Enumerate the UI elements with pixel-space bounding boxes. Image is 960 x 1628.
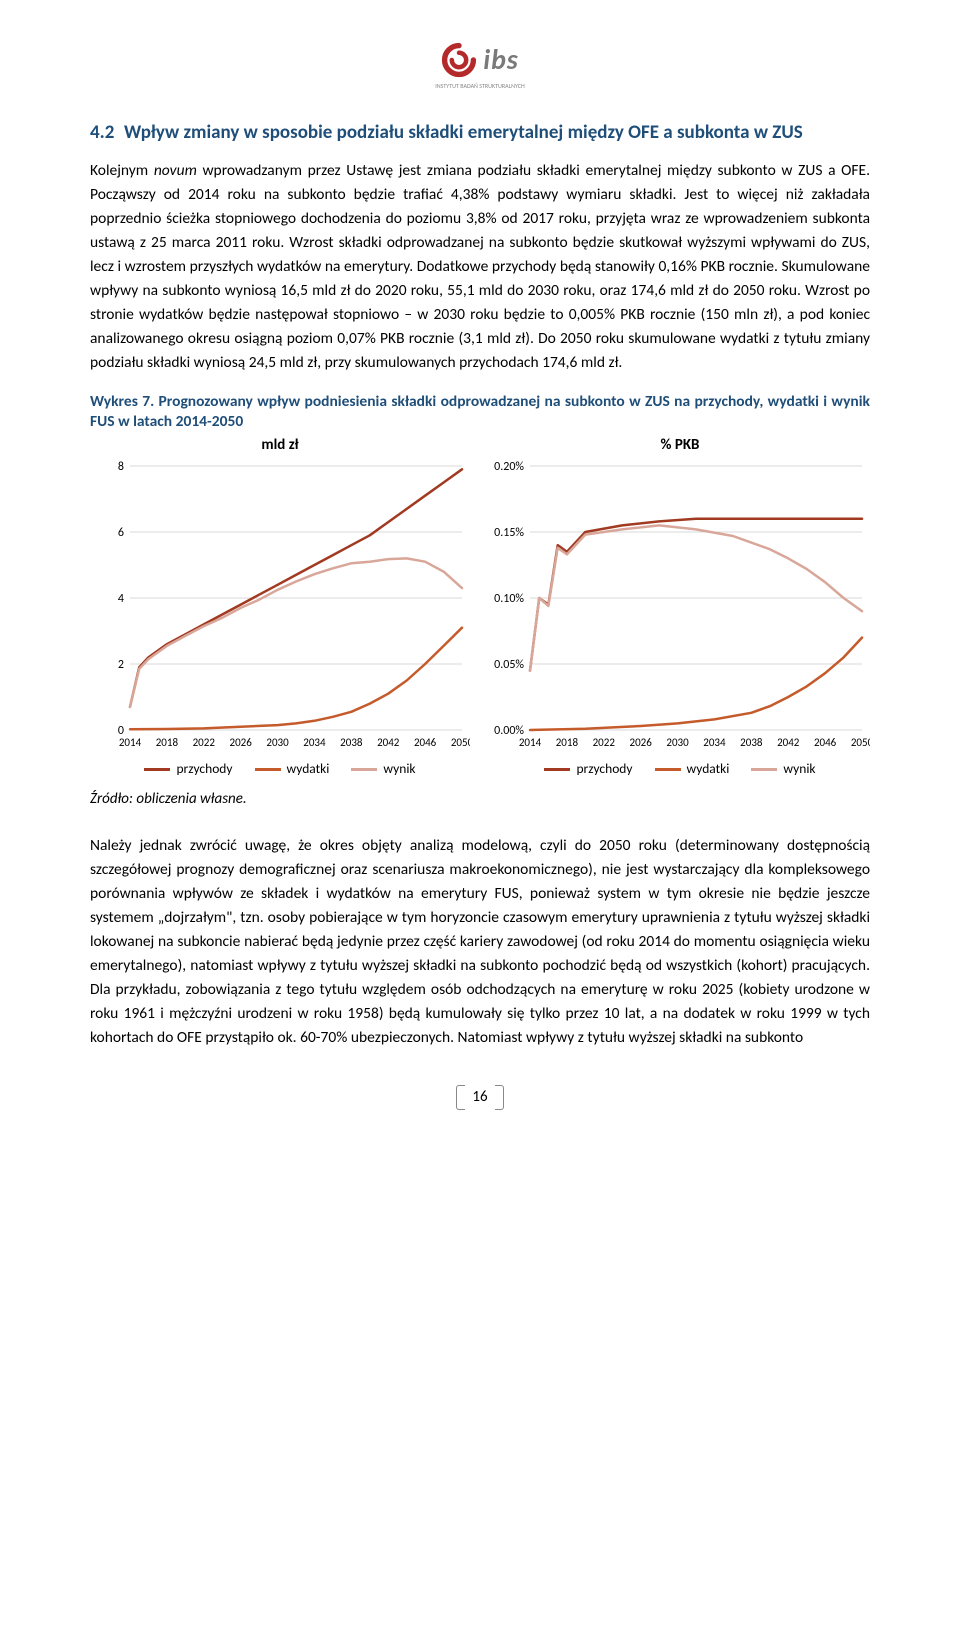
legend-item: wynik [751, 760, 815, 779]
legend-item: wydatki [655, 760, 730, 779]
chart-right-col: % PKB 0.00%0.05%0.10%0.15%0.20%201420182… [490, 435, 870, 779]
svg-text:2038: 2038 [740, 736, 763, 749]
svg-text:2018: 2018 [156, 736, 179, 749]
svg-text:2030: 2030 [266, 736, 289, 749]
svg-text:2030: 2030 [666, 736, 689, 749]
logo-subtitle: INSTYTUT BADAŃ STRUKTURALNYCH [90, 82, 870, 90]
chart-left-col: mld zł 024682014201820222026203020342038… [90, 435, 470, 779]
svg-text:2022: 2022 [593, 736, 616, 749]
svg-text:0.05%: 0.05% [494, 658, 524, 672]
svg-text:2026: 2026 [630, 736, 653, 749]
svg-text:4: 4 [118, 592, 124, 606]
svg-text:2034: 2034 [303, 736, 326, 749]
svg-text:2022: 2022 [193, 736, 216, 749]
logo-text: ibs [483, 40, 519, 79]
svg-text:2050: 2050 [451, 736, 470, 749]
legend-label: wydatki [287, 760, 330, 779]
legend-item: wydatki [255, 760, 330, 779]
paragraph-1: Kolejnym novum wprowadzanym przez Ustawę… [90, 159, 870, 375]
chart-right: 0.00%0.05%0.10%0.15%0.20%201420182022202… [490, 458, 870, 758]
legend-label: przychody [176, 760, 232, 779]
logo-block: ibs INSTYTUT BADAŃ STRUKTURALNYCH [90, 40, 870, 91]
para1-italic: novum [154, 161, 197, 180]
para1-pre: Kolejnym [90, 161, 154, 180]
legend-label: wynik [383, 760, 415, 779]
svg-text:2046: 2046 [814, 736, 837, 749]
legend-label: wydatki [687, 760, 730, 779]
svg-text:2038: 2038 [340, 736, 363, 749]
legend-swatch [144, 768, 170, 771]
svg-text:2018: 2018 [556, 736, 579, 749]
legend-item: przychody [144, 760, 232, 779]
chart-left-subtitle: mld zł [90, 435, 470, 456]
chart-left: 0246820142018202220262030203420382042204… [90, 458, 470, 758]
chart-row: mld zł 024682014201820222026203020342038… [90, 435, 870, 779]
legend-swatch [751, 768, 777, 771]
legend-right: przychody wydatki wynik [490, 760, 870, 779]
legend-item: wynik [351, 760, 415, 779]
section-title-text: Wpływ zmiany w sposobie podziału składki… [124, 121, 803, 144]
svg-text:2014: 2014 [119, 736, 142, 749]
section-heading: 4.2Wpływ zmiany w sposobie podziału skła… [90, 121, 870, 146]
svg-text:2042: 2042 [777, 736, 800, 749]
legend-label: przychody [576, 760, 632, 779]
svg-text:2050: 2050 [851, 736, 870, 749]
svg-text:0.15%: 0.15% [494, 526, 524, 540]
logo: ibs [441, 40, 519, 79]
svg-text:8: 8 [118, 460, 124, 474]
legend-swatch [255, 768, 281, 771]
page-number-wrap: 16 [90, 1086, 870, 1108]
svg-text:0.10%: 0.10% [494, 592, 524, 606]
svg-text:0.20%: 0.20% [494, 460, 524, 474]
legend-swatch [655, 768, 681, 771]
legend-item: przychody [544, 760, 632, 779]
svg-text:2026: 2026 [230, 736, 253, 749]
chart-right-subtitle: % PKB [490, 435, 870, 456]
para1-post: wprowadzanym przez Ustawę jest zmiana po… [90, 161, 870, 372]
page-number: 16 [462, 1087, 497, 1108]
svg-text:6: 6 [118, 526, 124, 540]
paragraph-2: Należy jednak zwrócić uwagę, że okres ob… [90, 834, 870, 1050]
svg-text:2014: 2014 [519, 736, 542, 749]
section-number: 4.2 [90, 121, 124, 146]
svg-text:2034: 2034 [703, 736, 726, 749]
figure-title: Wykres 7. Prognozowany wpływ podniesieni… [90, 392, 870, 434]
legend-swatch [351, 768, 377, 771]
svg-text:2: 2 [118, 658, 124, 672]
legend-swatch [544, 768, 570, 771]
figure-source: Źródło: obliczenia własne. [90, 789, 870, 810]
svg-text:2042: 2042 [377, 736, 400, 749]
legend-label: wynik [783, 760, 815, 779]
logo-swirl-icon [441, 42, 477, 78]
legend-left: przychody wydatki wynik [90, 760, 470, 779]
svg-text:2046: 2046 [414, 736, 437, 749]
